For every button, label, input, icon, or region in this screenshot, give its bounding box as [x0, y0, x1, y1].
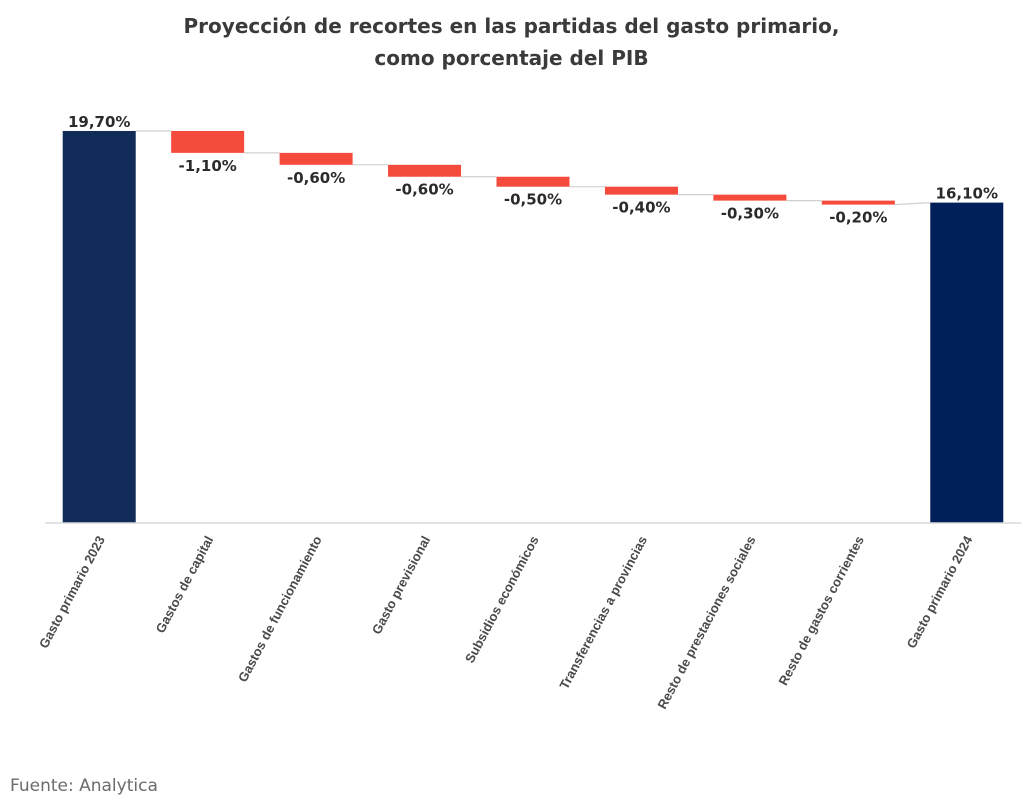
chart-title-line-1: Proyección de recortes en las partidas d…: [183, 14, 840, 38]
x-tick-label: Transferencias a provincias: [556, 533, 650, 691]
total-bar: [930, 202, 1004, 524]
decrease-bar: [713, 194, 787, 201]
data-label: -0,30%: [721, 205, 779, 223]
source-note: Fuente: Analytica: [10, 776, 158, 796]
decrease-bar: [604, 186, 678, 195]
x-tick-label: Gastos de capital: [153, 533, 217, 635]
data-label: 19,70%: [68, 113, 130, 131]
decrease-bar: [171, 130, 245, 153]
data-label: -1,10%: [179, 157, 237, 175]
decrease-bar: [821, 200, 895, 205]
data-label: -0,60%: [287, 169, 345, 187]
x-tick-label: Resto de gastos corrientes: [775, 533, 867, 687]
waterfall-chart: 19,70% -1,10% -0,60% -0,60% -0,50% -0,40% -0,3…: [36, 113, 1021, 711]
x-tick-label: Gastos de funcionamiento: [235, 533, 325, 684]
connector-line: [894, 202, 931, 206]
x-tick-label: Gasto primario 2024: [903, 533, 975, 651]
chart-title-line-2: como porcentaje del PIB: [374, 46, 649, 70]
data-label: -0,40%: [612, 199, 670, 217]
data-label: 16,10%: [936, 185, 998, 203]
x-tick-label: Resto de prestaciones sociales: [654, 533, 758, 711]
data-label: -0,50%: [504, 191, 562, 209]
decrease-bar: [496, 176, 570, 187]
data-label: -0,20%: [829, 209, 887, 227]
x-tick-label: Subsidios económicos: [462, 533, 542, 665]
x-tick-label: Gasto primario 2023: [36, 533, 108, 650]
total-bar: [62, 130, 136, 523]
x-tick-label: Gasto previsional: [369, 533, 433, 636]
decrease-bar: [279, 152, 353, 165]
chart-title: Proyección de recortes en las partidas d…: [0, 10, 1023, 74]
data-label: -0,60%: [395, 181, 453, 199]
decrease-bar: [388, 164, 462, 177]
